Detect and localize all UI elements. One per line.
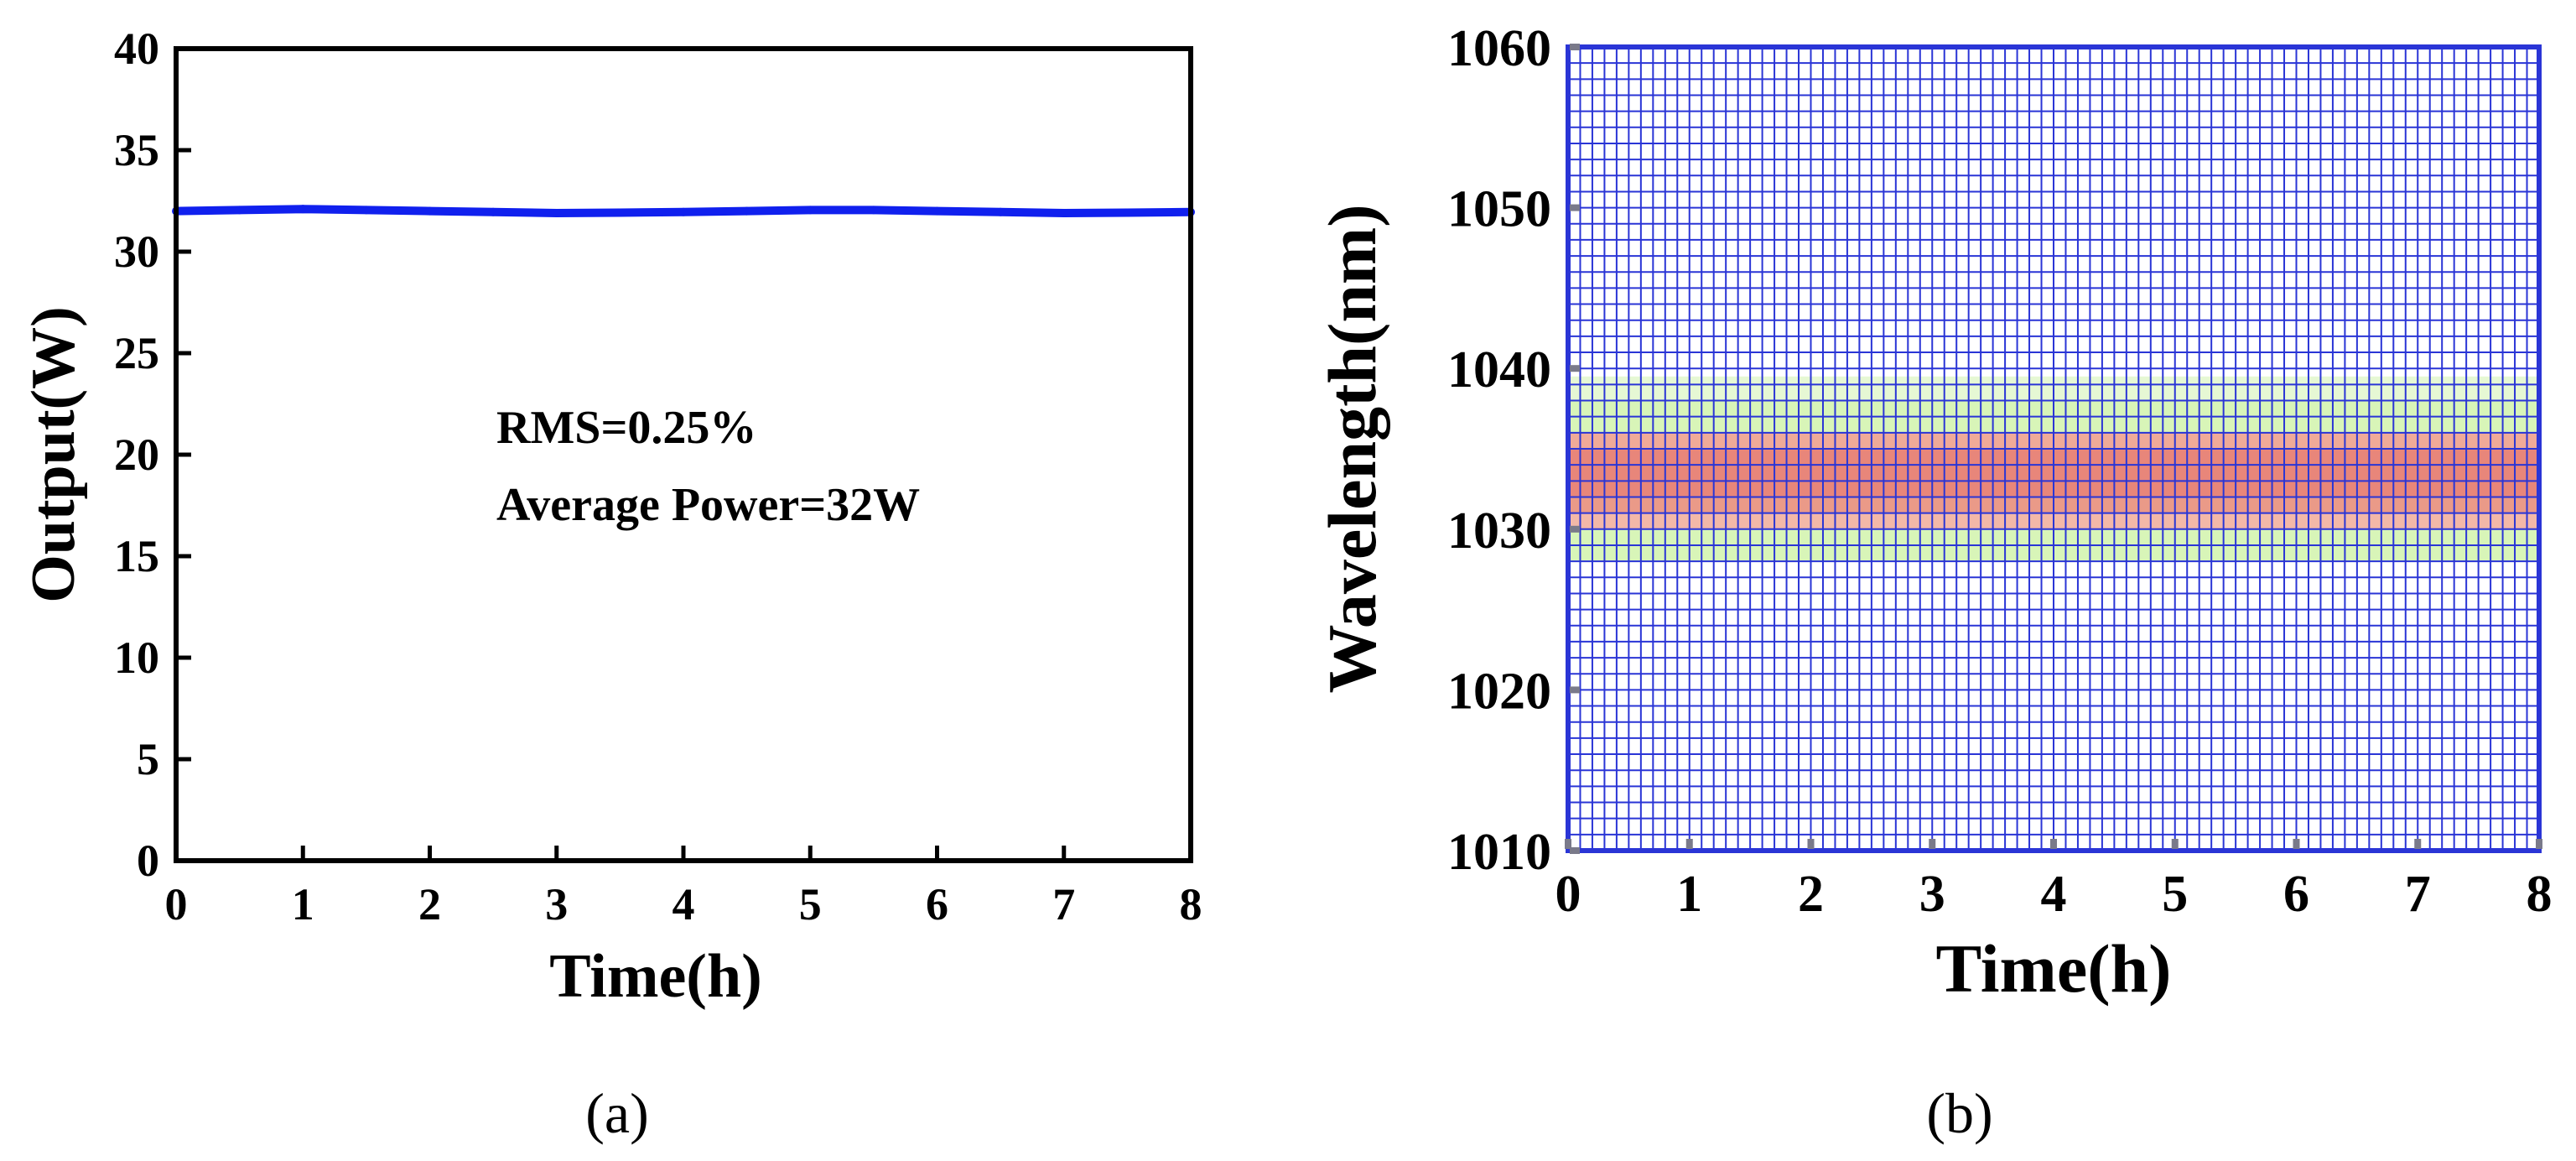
panel-a-annotation-rms: RMS=0.25% [496, 402, 756, 454]
panel-a-x-tick-label: 2 [418, 879, 441, 929]
panel-a-y-tick-label: 10 [114, 633, 159, 683]
panel-b-y-tick [1570, 44, 1580, 50]
panel-a-data-point [425, 206, 434, 216]
panel-a-label: (a) [585, 1081, 648, 1145]
panel-a-data-point [489, 207, 498, 216]
panel-a-y-tick-label: 25 [114, 328, 159, 378]
panel-b-plot-frame [1566, 44, 2542, 853]
panel-b-x-axis-title: Time(h) [1936, 930, 2172, 1007]
panel-a-y-tick-label: 0 [137, 836, 159, 886]
panel-b-x-tick [1685, 839, 1693, 849]
panel-b-x-tick [1807, 839, 1815, 849]
panel-b-y-tick [1570, 365, 1580, 372]
panel-b-label: (b) [1926, 1081, 1992, 1145]
panel-a-x-tick-label: 0 [165, 879, 188, 929]
panel-a-data-point [806, 206, 815, 215]
panel-a-y-tick-label: 20 [114, 430, 159, 480]
panel-b-y-tick-label: 1060 [1447, 20, 1551, 77]
panel-b-x-tick [1565, 839, 1571, 849]
panel-a-x-axis-title: Time(h) [549, 942, 762, 1011]
panel-a-data-point [1059, 209, 1068, 218]
panel-a-tick-labels: 0 1 2 3 4 5 6 7 8 0 5 10 15 20 25 30 35 40 [114, 23, 1202, 929]
panel-a-x-tick-label: 5 [799, 879, 822, 929]
panel-b-x-tick-label: 4 [2041, 866, 2067, 923]
panel-b-y-tick [1570, 847, 1580, 854]
panel-b-wavelength-heatmap: 0 1 2 3 4 5 6 7 8 1010 1020 1030 1040 1050 1060 Time(h… [1314, 20, 2553, 1145]
panel-a-data-point [932, 206, 942, 216]
panel-b-y-tick-label: 1040 [1447, 341, 1551, 398]
panel-b-y-tick-label: 1050 [1447, 181, 1551, 238]
panel-a-y-tick-label: 15 [114, 531, 159, 581]
panel-a-series [172, 205, 1195, 218]
panel-b-y-tick [1570, 525, 1580, 533]
panel-a-annotation-average-power: Average Power=32W [496, 479, 920, 531]
panel-b-x-tick [2171, 839, 2179, 849]
panel-a-x-tick-label: 1 [292, 879, 314, 929]
panel-a-data-point [679, 207, 688, 216]
panel-a-y-tick-label: 35 [114, 125, 159, 175]
panel-b-y-tick-label: 1030 [1447, 502, 1551, 560]
panel-a-y-tick-label: 30 [114, 226, 159, 277]
panel-a-plot-frame [174, 46, 1193, 863]
panel-b-x-tick [2536, 839, 2542, 849]
panel-a-data-point [996, 207, 1005, 216]
panel-a-data-point [235, 206, 244, 215]
panel-b-x-tick [2050, 839, 2057, 849]
panel-b-x-tick-label: 3 [1919, 866, 1945, 923]
panel-a-x-tick-label: 6 [926, 879, 948, 929]
panel-a-y-tick-label: 40 [114, 23, 159, 74]
panel-b-x-tick-label: 5 [2162, 866, 2188, 923]
panel-a-data-point [1123, 208, 1132, 217]
panel-a-data-point [299, 205, 308, 214]
panel-b-y-tick [1570, 686, 1580, 694]
panel-b-y-tick-label: 1020 [1447, 663, 1551, 720]
panel-b-y-tick-label: 1010 [1447, 824, 1551, 881]
panel-a-x-tick-label: 3 [545, 879, 568, 929]
panel-a-y-tick-label: 5 [137, 734, 159, 784]
panel-b-tick-labels: 0 1 2 3 4 5 6 7 8 1010 1020 1030 1040 1050 1060 [1447, 20, 2553, 923]
panel-b-y-axis-title: Wavelength(nm) [1314, 204, 1390, 693]
panel-a-data-point [361, 206, 371, 215]
panel-a-x-tick-label: 8 [1180, 879, 1202, 929]
panel-b-x-tick-label: 6 [2283, 866, 2309, 923]
panel-b-x-tick-label: 1 [1676, 866, 1702, 923]
panel-b-x-tick-label: 0 [1555, 866, 1581, 923]
panel-b-y-tick [1570, 204, 1580, 211]
panel-a-x-tick-label: 4 [673, 879, 695, 929]
panel-a-data-point [615, 208, 625, 217]
panel-a-output-power-chart: 0 1 2 3 4 5 6 7 8 0 5 10 15 20 25 30 35 40 Time(h) Output… [19, 23, 1202, 1145]
panel-a-data-point [742, 206, 751, 216]
panel-b-x-tick [2293, 839, 2300, 849]
panel-b-x-tick-label: 2 [1798, 866, 1824, 923]
panel-b-x-tick-label: 7 [2405, 866, 2431, 923]
panel-b-x-tick-label: 8 [2527, 866, 2553, 923]
panel-b-ticks [1565, 44, 2542, 854]
panel-a-y-axis-title: Output(W) [19, 306, 88, 603]
panel-a-data-point [552, 209, 561, 218]
panel-b-grid [1568, 47, 2539, 851]
panel-b-x-tick [1929, 839, 1936, 849]
panel-b-x-tick [2414, 839, 2422, 849]
panel-a-ticks [174, 46, 1193, 863]
panel-a-data-point [869, 206, 878, 215]
panel-a-x-tick-label: 7 [1052, 879, 1075, 929]
